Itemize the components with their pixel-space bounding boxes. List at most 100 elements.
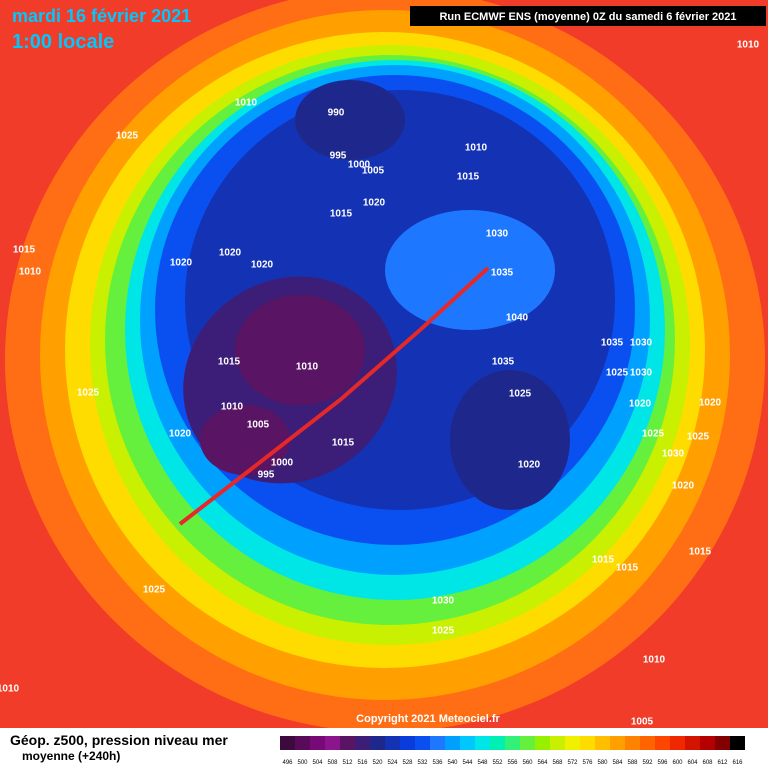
scale-swatch [310, 736, 325, 750]
scale-swatch [685, 736, 700, 750]
scale-swatch [385, 736, 400, 750]
isobar-label: 1035 [601, 338, 624, 349]
isobar-label: 1030 [662, 449, 685, 460]
scale-label: 500 [297, 760, 308, 766]
isobar-label: 1030 [432, 596, 455, 607]
isobar-label: 990 [328, 108, 345, 119]
scale-label: 600 [672, 760, 683, 766]
scale-label: 616 [732, 760, 743, 766]
scale-swatch [610, 736, 625, 750]
zone [450, 370, 570, 510]
isobar-label: 1020 [699, 398, 722, 409]
scale-label: 588 [627, 760, 638, 766]
scale-swatch [340, 736, 355, 750]
scale-label: 564 [537, 760, 548, 766]
isobar-label: 1010 [0, 684, 20, 695]
isobar-label: 1010 [465, 143, 488, 154]
isobar-label: 1035 [491, 268, 514, 279]
scale-label: 544 [462, 760, 473, 766]
scale-swatch [535, 736, 550, 750]
scale-label: 528 [402, 760, 413, 766]
isobar-label: 1025 [606, 368, 629, 379]
subtitle: 1:00 locale [12, 31, 114, 53]
scale-swatch [640, 736, 655, 750]
isobar-label: 1015 [689, 547, 712, 558]
isobar-label: 1005 [631, 717, 654, 728]
axis-line [178, 266, 490, 526]
zone [385, 210, 555, 330]
isobar-label: 1025 [642, 429, 665, 440]
scale-label: 604 [687, 760, 698, 766]
scale-label: 568 [552, 760, 563, 766]
isobar-label: 1040 [506, 313, 529, 324]
title: mardi 16 février 2021 [12, 6, 191, 26]
isobar-label: 1005 [362, 166, 385, 177]
scale-label: 612 [717, 760, 728, 766]
isobar-label: 1025 [77, 388, 100, 399]
scale-label: 592 [642, 760, 653, 766]
isobar-label: 1025 [116, 131, 139, 142]
scale-swatch [475, 736, 490, 750]
scale-swatch [730, 736, 745, 750]
scale-label: 532 [417, 760, 428, 766]
scale-swatch [355, 736, 370, 750]
isobar-label: 1015 [218, 357, 241, 368]
isobar-label: 995 [258, 470, 275, 481]
color-scale: 496 500 504 508 512 516 520 524 528 532 536 540 544 5… [280, 736, 745, 766]
scale-swatch [295, 736, 310, 750]
scale-swatch [550, 736, 565, 750]
scale-swatch [280, 736, 295, 750]
isobar-label: 1025 [143, 585, 166, 596]
copyright: Copyright 2021 Meteociel.fr [356, 713, 500, 725]
scale-label: 516 [357, 760, 368, 766]
zone [295, 80, 405, 160]
scale-swatch [415, 736, 430, 750]
isobar-label: 1015 [616, 563, 639, 574]
scale-label: 508 [327, 760, 338, 766]
scale-swatch [400, 736, 415, 750]
isobar-label: 1005 [247, 420, 270, 431]
isobar-label: 1010 [643, 655, 666, 666]
scale-label: 548 [477, 760, 488, 766]
scale-label: 524 [387, 760, 398, 766]
isobar-label: 1020 [219, 248, 242, 259]
run-box [410, 6, 766, 26]
isobar-label: 1015 [457, 172, 480, 183]
isobar-label: 1015 [330, 209, 353, 220]
scale-swatch [580, 736, 595, 750]
isobar-label: 1000 [348, 160, 371, 171]
scale-label: 504 [312, 760, 323, 766]
scale-label: 584 [612, 760, 623, 766]
scale-swatch [370, 736, 385, 750]
scale-swatch [490, 736, 505, 750]
scale-label: 572 [567, 760, 578, 766]
isobar-label: 1020 [629, 399, 652, 410]
scale-swatch [715, 736, 730, 750]
isobar-label: 1000 [271, 458, 294, 469]
scale-swatch [505, 736, 520, 750]
scale-swatch [595, 736, 610, 750]
scale-label: 608 [702, 760, 713, 766]
isobar-label: 1035 [492, 357, 515, 368]
isobar-labels: 9909951000100510101025101010151020101510… [0, 40, 760, 728]
scale-label: 520 [372, 760, 383, 766]
scale-swatch [670, 736, 685, 750]
isobar-label: 1015 [332, 438, 355, 449]
isobar-label: 995 [330, 151, 347, 162]
scale-label: 540 [447, 760, 458, 766]
run-text: Run ECMWF ENS (moyenne) 0Z du samedi 6 f… [439, 11, 736, 23]
isobar-label: 1020 [251, 260, 274, 271]
scale-swatch [460, 736, 475, 750]
zone [235, 295, 365, 405]
isobar-label: 1010 [221, 402, 244, 413]
isobar-label: 1020 [363, 198, 386, 209]
isobar-label: 1015 [592, 555, 615, 566]
isobar-label: 1030 [630, 368, 653, 379]
caption-line2: moyenne (+240h) [22, 749, 120, 763]
scale-label: 552 [492, 760, 503, 766]
scale-label: 560 [522, 760, 533, 766]
scale-swatch [625, 736, 640, 750]
isobar-label: 1030 [486, 229, 509, 240]
scale-label: 496 [282, 760, 293, 766]
